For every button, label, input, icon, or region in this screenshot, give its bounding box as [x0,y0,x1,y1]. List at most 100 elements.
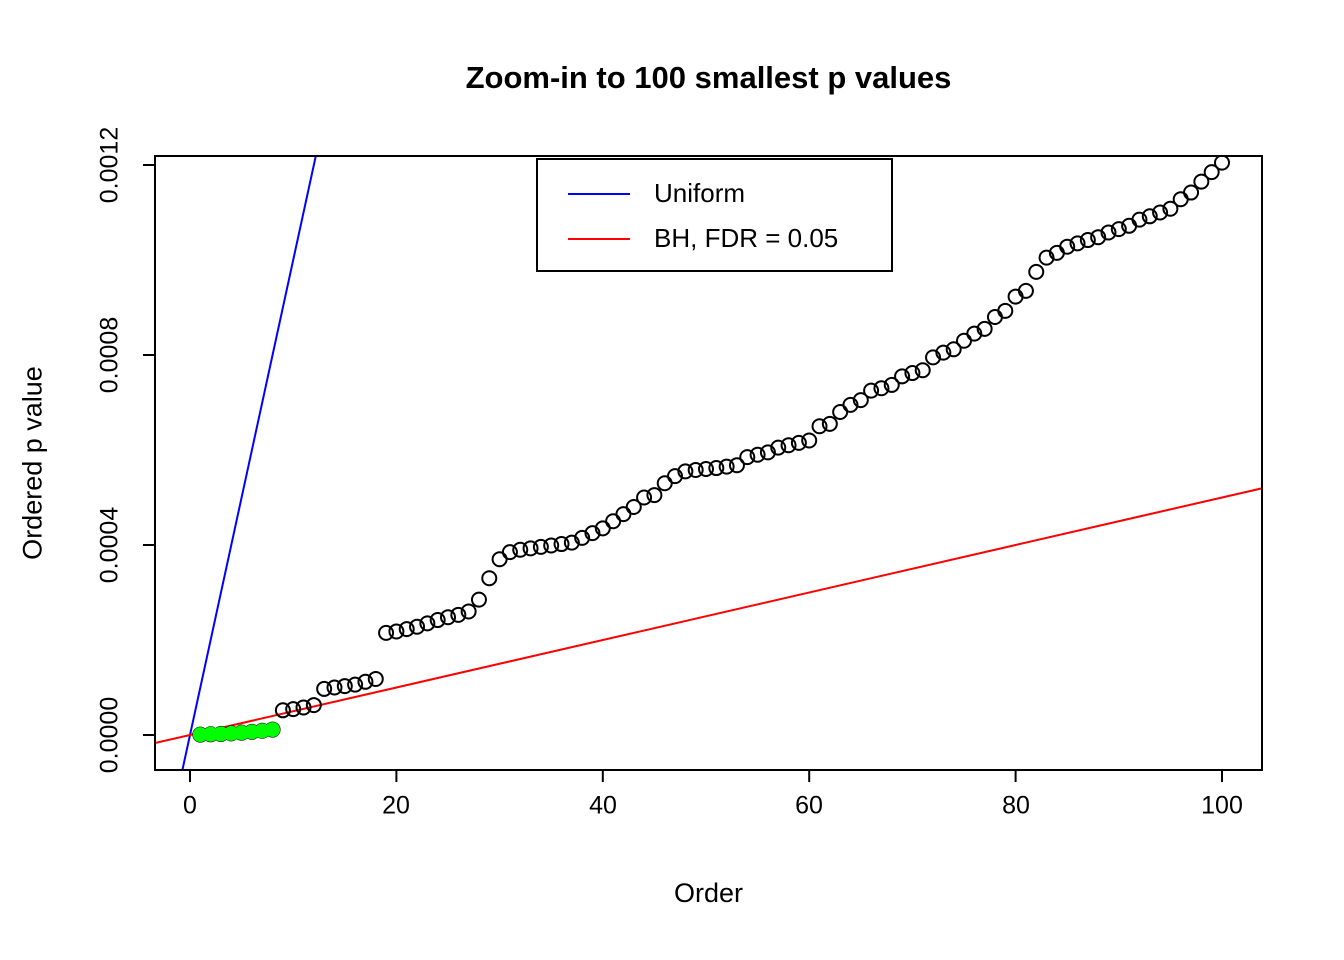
x-tick-label: 100 [1201,791,1243,820]
p-value-point [605,513,622,530]
p-value-point [945,341,962,358]
p-value-point [285,701,302,718]
p-value-point [460,603,477,620]
p-value-point [419,615,436,632]
p-value-point [1079,232,1096,249]
uniform-line-sample [568,192,630,195]
p-value-point [790,434,807,451]
p-value-point [935,344,952,361]
bh-line-sample [568,237,630,240]
y-tick-label: 0.0012 [95,126,124,204]
p-value-point [904,365,921,382]
uniform-line [181,156,317,770]
x-tick-label: 0 [183,791,197,820]
p-value-point [976,320,993,337]
p-value-point [1059,238,1076,255]
significant-point [265,722,281,738]
p-value-point [925,349,942,366]
p-value-point [811,418,828,435]
p-value-point [636,489,653,506]
p-value-point [821,415,838,432]
p-value-point [708,460,725,477]
p-value-point [357,673,374,690]
p-value-point [574,529,591,546]
x-axis-label: Order [673,878,744,908]
p-value-point [997,302,1014,319]
p-value-point [739,449,756,466]
p-value-point [512,541,529,558]
p-value-point [305,697,322,714]
p-value-point [398,621,415,638]
p-value-point [728,457,745,474]
p-value-point [347,676,364,693]
legend-box: Uniform BH, FDR = 0.05 [536,158,893,272]
p-value-point [1069,235,1086,252]
legend-entry-bh: BH, FDR = 0.05 [538,216,891,261]
p-value-point [367,670,384,687]
y-tick-label: 0.0000 [95,696,124,774]
p-value-point [801,432,818,449]
p-value-point [759,444,776,461]
p-value-point [274,702,291,719]
p-value-point [863,382,880,399]
p-value-point [336,678,353,695]
bh-line [155,487,1262,745]
p-value-point [1214,156,1230,171]
p-value-point [625,499,642,515]
p-value-point [532,538,549,555]
legend-label: BH, FDR = 0.05 [654,223,839,253]
p-value-point [956,332,972,349]
p-value-point [1141,208,1158,225]
p-value-point [1172,191,1189,208]
p-value-point [873,380,890,397]
p-value-point [409,618,426,635]
p-value-point [894,368,911,385]
p-value-point [718,458,735,475]
p-value-point [1193,173,1210,190]
p-value-point [491,551,508,568]
y-tick-label: 0.0004 [95,506,124,584]
p-value-point [1152,204,1169,221]
p-value-point [543,537,560,554]
plot-box [154,155,1263,771]
y-axis-label: Ordered p value [17,366,48,560]
p-value-point [553,536,570,553]
p-value-point [563,534,580,551]
p-value-point [295,699,312,716]
x-tick-label: 20 [382,791,410,820]
x-tick-label: 60 [795,791,823,820]
p-value-point [1162,200,1179,217]
p-value-point [326,679,343,696]
p-value-point [501,544,518,561]
p-value-point [770,439,787,456]
p-value-point [677,463,694,480]
chart-title: Zoom-in to 100 smallest p values [465,60,952,95]
p-value-point [1183,184,1200,201]
p-value-point [667,468,684,485]
p-value-point [522,540,539,557]
p-value-point [1110,221,1127,238]
p-value-point [698,461,714,477]
p-value-point [450,606,467,623]
p-value-point [1203,164,1220,181]
x-tick-label: 40 [589,791,617,820]
p-value-point [615,506,632,523]
p-value-point [780,437,797,454]
p-value-point [883,376,900,393]
p-value-point [687,461,704,478]
x-tick-label: 80 [1002,791,1030,820]
y-tick-label: 0.0008 [95,316,124,394]
p-value-point [1090,229,1107,246]
p-value-point [852,392,869,409]
p-value-point [388,623,405,640]
p-value-point [378,624,395,641]
p-value-point [749,446,766,463]
p-value-point [481,570,498,587]
p-value-point [429,612,446,629]
p-value-point [966,325,983,342]
p-value-point [986,309,1003,325]
p-value-point [1100,224,1117,241]
p-value-point [440,609,456,626]
